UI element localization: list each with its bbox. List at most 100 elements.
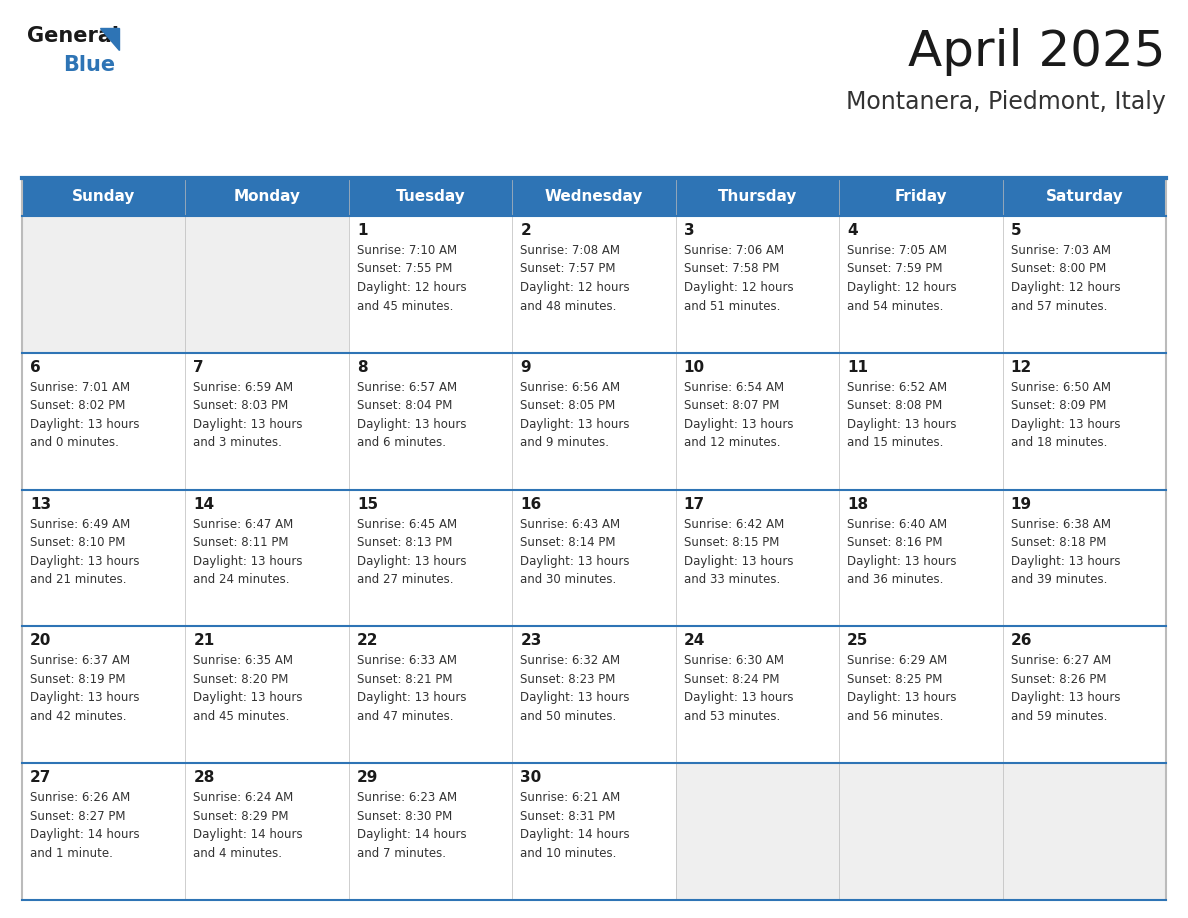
Bar: [1003, 216, 1165, 353]
Text: Sunrise: 6:49 AM
Sunset: 8:10 PM
Daylight: 13 hours
and 21 minutes.: Sunrise: 6:49 AM Sunset: 8:10 PM Dayligh…: [30, 518, 139, 586]
Polygon shape: [100, 28, 119, 50]
Text: 27: 27: [30, 770, 51, 785]
Text: 3: 3: [684, 223, 694, 238]
Bar: [23, 216, 185, 353]
Text: 12: 12: [1011, 360, 1032, 375]
Text: Sunrise: 7:01 AM
Sunset: 8:02 PM
Daylight: 13 hours
and 0 minutes.: Sunrise: 7:01 AM Sunset: 8:02 PM Dayligh…: [30, 381, 139, 449]
Bar: [349, 489, 512, 626]
Text: Sunrise: 6:24 AM
Sunset: 8:29 PM
Daylight: 14 hours
and 4 minutes.: Sunrise: 6:24 AM Sunset: 8:29 PM Dayligh…: [194, 791, 303, 859]
Text: 23: 23: [520, 633, 542, 648]
Text: Sunrise: 6:42 AM
Sunset: 8:15 PM
Daylight: 13 hours
and 33 minutes.: Sunrise: 6:42 AM Sunset: 8:15 PM Dayligh…: [684, 518, 794, 586]
Text: 20: 20: [30, 633, 51, 648]
Text: Friday: Friday: [895, 189, 947, 205]
Text: Sunrise: 6:35 AM
Sunset: 8:20 PM
Daylight: 13 hours
and 45 minutes.: Sunrise: 6:35 AM Sunset: 8:20 PM Dayligh…: [194, 655, 303, 722]
Text: Sunrise: 6:43 AM
Sunset: 8:14 PM
Daylight: 13 hours
and 30 minutes.: Sunrise: 6:43 AM Sunset: 8:14 PM Dayligh…: [520, 518, 630, 586]
Text: Sunrise: 7:03 AM
Sunset: 8:00 PM
Daylight: 12 hours
and 57 minutes.: Sunrise: 7:03 AM Sunset: 8:00 PM Dayligh…: [1011, 244, 1120, 312]
Bar: [676, 763, 839, 900]
Text: 25: 25: [847, 633, 868, 648]
Text: Sunrise: 6:45 AM
Sunset: 8:13 PM
Daylight: 13 hours
and 27 minutes.: Sunrise: 6:45 AM Sunset: 8:13 PM Dayligh…: [356, 518, 467, 586]
Bar: [23, 489, 185, 626]
Bar: [839, 489, 1003, 626]
Bar: [349, 763, 512, 900]
Text: Sunrise: 6:40 AM
Sunset: 8:16 PM
Daylight: 13 hours
and 36 minutes.: Sunrise: 6:40 AM Sunset: 8:16 PM Dayligh…: [847, 518, 956, 586]
Text: Sunrise: 6:32 AM
Sunset: 8:23 PM
Daylight: 13 hours
and 50 minutes.: Sunrise: 6:32 AM Sunset: 8:23 PM Dayligh…: [520, 655, 630, 722]
Text: 7: 7: [194, 360, 204, 375]
Text: April 2025: April 2025: [909, 28, 1165, 76]
Text: 15: 15: [356, 497, 378, 511]
Text: Sunrise: 6:56 AM
Sunset: 8:05 PM
Daylight: 13 hours
and 9 minutes.: Sunrise: 6:56 AM Sunset: 8:05 PM Dayligh…: [520, 381, 630, 449]
Bar: [512, 489, 676, 626]
Text: Sunrise: 6:33 AM
Sunset: 8:21 PM
Daylight: 13 hours
and 47 minutes.: Sunrise: 6:33 AM Sunset: 8:21 PM Dayligh…: [356, 655, 467, 722]
Text: 22: 22: [356, 633, 378, 648]
Bar: [839, 216, 1003, 353]
Text: General: General: [27, 26, 119, 46]
Text: Sunrise: 7:05 AM
Sunset: 7:59 PM
Daylight: 12 hours
and 54 minutes.: Sunrise: 7:05 AM Sunset: 7:59 PM Dayligh…: [847, 244, 956, 312]
Bar: [1003, 626, 1165, 763]
Text: 17: 17: [684, 497, 704, 511]
Text: Sunrise: 6:54 AM
Sunset: 8:07 PM
Daylight: 13 hours
and 12 minutes.: Sunrise: 6:54 AM Sunset: 8:07 PM Dayligh…: [684, 381, 794, 449]
Bar: [23, 626, 185, 763]
Text: Sunrise: 6:38 AM
Sunset: 8:18 PM
Daylight: 13 hours
and 39 minutes.: Sunrise: 6:38 AM Sunset: 8:18 PM Dayligh…: [1011, 518, 1120, 586]
Bar: [839, 763, 1003, 900]
Text: 2: 2: [520, 223, 531, 238]
Text: Sunrise: 6:26 AM
Sunset: 8:27 PM
Daylight: 14 hours
and 1 minute.: Sunrise: 6:26 AM Sunset: 8:27 PM Dayligh…: [30, 791, 140, 859]
Bar: [185, 353, 349, 489]
Text: 14: 14: [194, 497, 215, 511]
Text: 26: 26: [1011, 633, 1032, 648]
Text: 5: 5: [1011, 223, 1022, 238]
Text: 10: 10: [684, 360, 704, 375]
Bar: [185, 626, 349, 763]
Text: 19: 19: [1011, 497, 1031, 511]
Bar: [1003, 353, 1165, 489]
Text: 28: 28: [194, 770, 215, 785]
Bar: [512, 353, 676, 489]
Text: Montanera, Piedmont, Italy: Montanera, Piedmont, Italy: [846, 90, 1165, 114]
Text: Sunrise: 6:50 AM
Sunset: 8:09 PM
Daylight: 13 hours
and 18 minutes.: Sunrise: 6:50 AM Sunset: 8:09 PM Dayligh…: [1011, 381, 1120, 449]
Bar: [676, 626, 839, 763]
Bar: [512, 763, 676, 900]
Text: Sunrise: 6:30 AM
Sunset: 8:24 PM
Daylight: 13 hours
and 53 minutes.: Sunrise: 6:30 AM Sunset: 8:24 PM Dayligh…: [684, 655, 794, 722]
Bar: [185, 489, 349, 626]
Text: 1: 1: [356, 223, 367, 238]
Bar: [1003, 763, 1165, 900]
Bar: [185, 216, 349, 353]
Bar: [512, 626, 676, 763]
Bar: [1003, 489, 1165, 626]
Text: Saturday: Saturday: [1045, 189, 1123, 205]
Text: 30: 30: [520, 770, 542, 785]
Text: Sunrise: 6:23 AM
Sunset: 8:30 PM
Daylight: 14 hours
and 7 minutes.: Sunrise: 6:23 AM Sunset: 8:30 PM Dayligh…: [356, 791, 467, 859]
Text: Thursday: Thursday: [718, 189, 797, 205]
Bar: [23, 353, 185, 489]
Bar: [839, 353, 1003, 489]
Text: 4: 4: [847, 223, 858, 238]
Text: Tuesday: Tuesday: [396, 189, 466, 205]
Bar: [676, 216, 839, 353]
Bar: [23, 178, 1165, 216]
Text: 11: 11: [847, 360, 868, 375]
Bar: [676, 489, 839, 626]
Text: Sunrise: 7:08 AM
Sunset: 7:57 PM
Daylight: 12 hours
and 48 minutes.: Sunrise: 7:08 AM Sunset: 7:57 PM Dayligh…: [520, 244, 630, 312]
Text: Sunrise: 7:06 AM
Sunset: 7:58 PM
Daylight: 12 hours
and 51 minutes.: Sunrise: 7:06 AM Sunset: 7:58 PM Dayligh…: [684, 244, 794, 312]
Text: Sunday: Sunday: [72, 189, 135, 205]
Text: 18: 18: [847, 497, 868, 511]
Text: Sunrise: 6:57 AM
Sunset: 8:04 PM
Daylight: 13 hours
and 6 minutes.: Sunrise: 6:57 AM Sunset: 8:04 PM Dayligh…: [356, 381, 467, 449]
Text: 16: 16: [520, 497, 542, 511]
Text: 8: 8: [356, 360, 367, 375]
Text: 9: 9: [520, 360, 531, 375]
Text: Sunrise: 6:27 AM
Sunset: 8:26 PM
Daylight: 13 hours
and 59 minutes.: Sunrise: 6:27 AM Sunset: 8:26 PM Dayligh…: [1011, 655, 1120, 722]
Bar: [349, 216, 512, 353]
Bar: [349, 626, 512, 763]
Text: Monday: Monday: [234, 189, 301, 205]
Bar: [512, 216, 676, 353]
Text: 13: 13: [30, 497, 51, 511]
Text: Wednesday: Wednesday: [545, 189, 643, 205]
Text: Sunrise: 6:29 AM
Sunset: 8:25 PM
Daylight: 13 hours
and 56 minutes.: Sunrise: 6:29 AM Sunset: 8:25 PM Dayligh…: [847, 655, 956, 722]
Bar: [23, 763, 185, 900]
Text: Sunrise: 6:52 AM
Sunset: 8:08 PM
Daylight: 13 hours
and 15 minutes.: Sunrise: 6:52 AM Sunset: 8:08 PM Dayligh…: [847, 381, 956, 449]
Text: Sunrise: 7:10 AM
Sunset: 7:55 PM
Daylight: 12 hours
and 45 minutes.: Sunrise: 7:10 AM Sunset: 7:55 PM Dayligh…: [356, 244, 467, 312]
Text: Sunrise: 6:59 AM
Sunset: 8:03 PM
Daylight: 13 hours
and 3 minutes.: Sunrise: 6:59 AM Sunset: 8:03 PM Dayligh…: [194, 381, 303, 449]
Text: Sunrise: 6:47 AM
Sunset: 8:11 PM
Daylight: 13 hours
and 24 minutes.: Sunrise: 6:47 AM Sunset: 8:11 PM Dayligh…: [194, 518, 303, 586]
Bar: [185, 763, 349, 900]
Text: 29: 29: [356, 770, 378, 785]
Text: Sunrise: 6:37 AM
Sunset: 8:19 PM
Daylight: 13 hours
and 42 minutes.: Sunrise: 6:37 AM Sunset: 8:19 PM Dayligh…: [30, 655, 139, 722]
